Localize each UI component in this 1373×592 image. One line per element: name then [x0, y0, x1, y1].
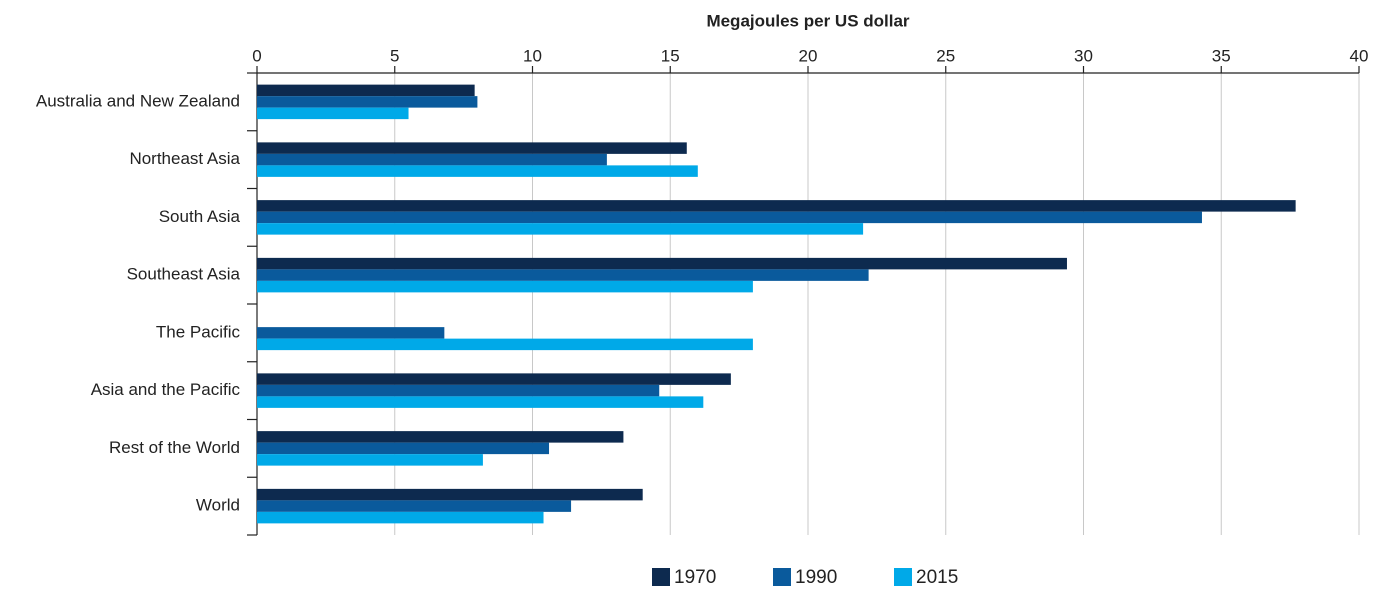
bar	[257, 211, 1202, 224]
x-tick-label: 0	[252, 46, 261, 65]
y-tick-label: World	[196, 496, 240, 515]
legend-swatch	[773, 568, 791, 586]
bar	[257, 200, 1296, 212]
legend-label: 1970	[674, 567, 716, 587]
bar	[257, 269, 869, 281]
bar	[257, 107, 409, 120]
bar	[257, 257, 1067, 270]
bar	[257, 327, 445, 339]
bar	[257, 338, 753, 351]
y-tick-label: Southeast Asia	[127, 265, 241, 284]
x-tick-label: 30	[1074, 46, 1093, 65]
x-tick-label: 35	[1212, 46, 1231, 65]
bar	[257, 280, 753, 293]
legend-swatch	[652, 568, 670, 586]
bar	[257, 165, 698, 177]
bar	[257, 454, 483, 466]
y-tick-label: Northeast Asia	[129, 149, 240, 168]
y-tick-label: Australia and New Zealand	[36, 91, 240, 110]
legend-label: 2015	[916, 567, 958, 587]
bar	[257, 431, 624, 443]
bar	[257, 396, 704, 408]
axis-title: Megajoules per US dollar	[706, 11, 909, 30]
y-tick-label: Asia and the Pacific	[91, 380, 241, 399]
x-tick-label: 40	[1350, 46, 1369, 65]
bar	[257, 84, 475, 97]
bar	[257, 142, 687, 154]
y-tick-label: South Asia	[159, 207, 241, 226]
bar	[257, 223, 864, 235]
x-tick-label: 15	[661, 46, 680, 65]
x-tick-label: 25	[936, 46, 955, 65]
legend-label: 1990	[795, 567, 837, 587]
x-tick-label: 20	[799, 46, 818, 65]
y-tick-label: Rest of the World	[109, 438, 240, 457]
x-tick-label: 10	[523, 46, 542, 65]
y-tick-label: The Pacific	[156, 322, 241, 341]
bar	[257, 373, 731, 385]
bar	[257, 500, 572, 512]
bar	[257, 96, 478, 108]
bar	[257, 153, 607, 166]
bar	[257, 442, 550, 455]
x-tick-label: 5	[390, 46, 399, 65]
legend-swatch	[894, 568, 912, 586]
bar	[257, 384, 660, 397]
bar	[257, 511, 544, 524]
bar	[257, 488, 643, 501]
